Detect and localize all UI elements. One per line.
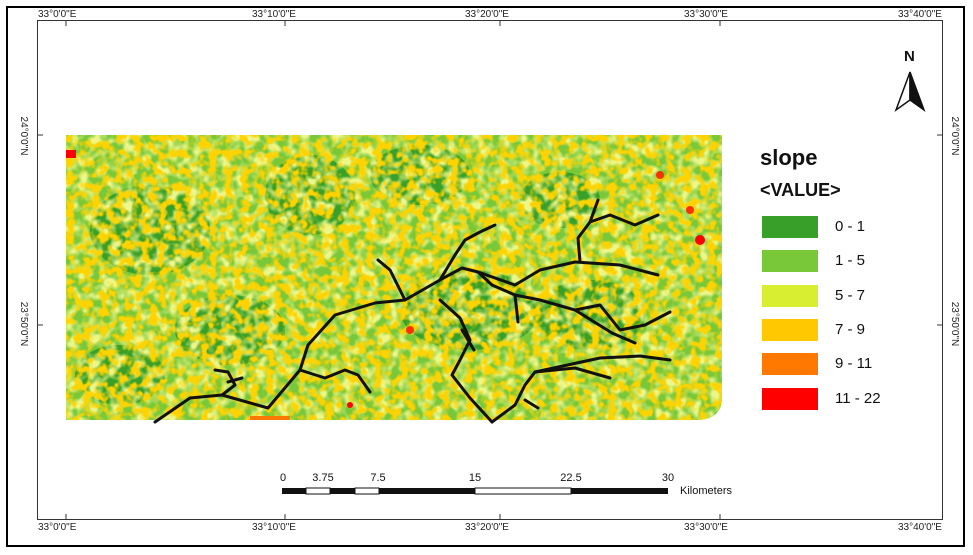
map-frame (6, 6, 965, 547)
legend-label-2: 5 - 7 (835, 287, 866, 304)
map-neatline (37, 20, 943, 520)
bottom-coord-1: 33°10'0"E (252, 522, 296, 533)
bottom-coord-0: 33°0'0"E (38, 522, 77, 533)
scale-tick-5: 30 (661, 472, 675, 484)
legend-swatch-5 (762, 388, 818, 410)
graticule-ticks (37, 20, 943, 520)
top-coord-4: 33°40'0"E (898, 9, 942, 20)
bottom-coord-2: 33°20'0"E (465, 522, 509, 533)
scale-tick-0: 0 (279, 472, 287, 484)
legend-label-5: 11 - 22 (835, 390, 881, 407)
top-coord-3: 33°30'0"E (684, 9, 728, 20)
top-coord-0: 33°0'0"E (38, 9, 77, 20)
bottom-coord-4: 33°40'0"E (898, 522, 942, 533)
scale-tick-3: 15 (468, 472, 482, 484)
legend-subtitle: <VALUE> (760, 180, 841, 200)
scale-unit: Kilometers (680, 485, 732, 497)
legend-title: slope (760, 145, 818, 170)
scale-tick-2: 7.5 (370, 472, 386, 484)
legend-swatch-3 (762, 319, 818, 341)
drainage-network (153, 198, 672, 424)
scale-tick-1: 3.75 (312, 472, 334, 484)
legend-swatch-0 (762, 216, 818, 238)
legend-swatch-2 (762, 285, 818, 307)
legend-label-3: 7 - 9 (835, 321, 866, 338)
bottom-coord-3: 33°30'0"E (684, 522, 728, 533)
legend-label-1: 1 - 5 (835, 252, 866, 269)
scale-bar (282, 487, 668, 495)
legend-swatch-1 (762, 250, 818, 272)
top-coord-2: 33°20'0"E (465, 9, 509, 20)
legend-label-4: 9 - 11 (835, 355, 873, 372)
north-arrow-icon (894, 71, 926, 113)
legend-swatch-4 (762, 353, 818, 375)
scale-tick-4: 22.5 (560, 472, 582, 484)
legend-label-0: 0 - 1 (835, 218, 866, 235)
north-label: N (904, 48, 915, 65)
top-coord-1: 33°10'0"E (252, 9, 296, 20)
